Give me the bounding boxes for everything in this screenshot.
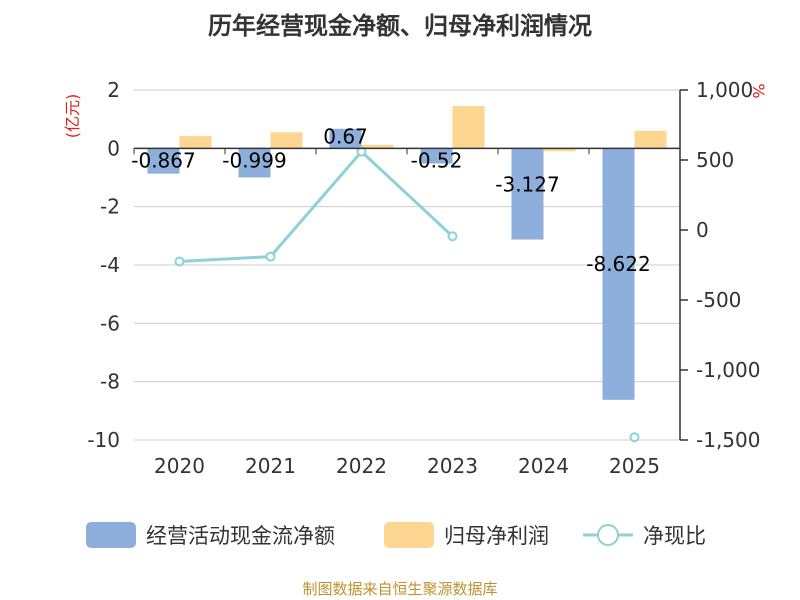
left-tick-label: -4 — [100, 253, 120, 277]
bar-cashflow-2021 — [238, 148, 271, 178]
netcash-ratio-line — [179, 149, 454, 263]
x-tick-label: 2024 — [518, 454, 569, 478]
x-tick-label: 2023 — [427, 454, 478, 478]
bar-netprofit-2020 — [179, 136, 212, 149]
right-axis-unit: % — [749, 83, 768, 98]
left-tick-label: 0 — [107, 136, 120, 160]
data-label-cashflow-2020: -0.867 — [131, 148, 195, 172]
data-label-cashflow-2022: 0.67 — [323, 124, 368, 148]
left-tick-label: 2 — [107, 78, 120, 102]
bar-series — [147, 106, 667, 400]
right-tick-label: 500 — [696, 148, 734, 172]
netcash-ratio-point-2025 — [629, 432, 640, 443]
legend: 经营活动现金流净额 归母净利润 净现比 — [86, 522, 706, 548]
x-tick-label: 2025 — [609, 454, 660, 478]
bar-netprofit-2024 — [543, 148, 576, 152]
bar-cashflow-2023 — [420, 148, 453, 164]
source-footer: 制图数据来自恒生聚源数据库 — [302, 580, 498, 598]
bar-cashflow-2025 — [602, 148, 635, 400]
legend-swatch — [384, 522, 434, 548]
bar-cashflow-2020 — [147, 148, 180, 174]
legend-swatch — [86, 522, 136, 548]
netcash-ratio-point-2021 — [265, 251, 276, 262]
bar-netprofit-2023 — [452, 106, 485, 149]
data-label-cashflow-2025: -8.622 — [586, 252, 650, 276]
legend-label: 净现比 — [643, 524, 706, 548]
legend-item-2: 净现比 — [583, 524, 706, 548]
x-tick-label: 2022 — [336, 454, 387, 478]
bar-netprofit-2025 — [634, 130, 667, 149]
x-tick-label: 2020 — [154, 454, 205, 478]
netcash-ratio-point-2020 — [174, 256, 185, 267]
legend-item-1: 归母净利润 — [384, 522, 549, 548]
line-series — [174, 146, 640, 443]
legend-label: 归母净利润 — [444, 524, 549, 548]
data-label-cashflow-2023: -0.52 — [411, 148, 463, 172]
right-tick-label: -1,500 — [696, 428, 760, 452]
axes: 2 0 -2 -4 -6 -8 -10 1,000 500 0 -500 -1,000 -1,500 20… — [63, 78, 768, 478]
legend-marker — [597, 524, 619, 546]
right-tick-label: 0 — [696, 218, 709, 242]
bar-cashflow-2022 — [329, 128, 362, 149]
data-labels: -0.867 -0.999 0.67 -0.52 -3.127 -8.622 — [131, 124, 650, 275]
x-tick-label: 2021 — [245, 454, 296, 478]
right-tick-label: -500 — [696, 288, 741, 312]
bar-netprofit-2022 — [361, 144, 394, 149]
data-label-cashflow-2021: -0.999 — [222, 148, 286, 172]
left-tick-label: -10 — [87, 428, 120, 452]
right-tick-label: -1,000 — [696, 358, 760, 382]
left-tick-label: -6 — [100, 311, 120, 335]
data-label-cashflow-2024: -3.127 — [495, 173, 559, 197]
bar-cashflow-2024 — [511, 148, 544, 240]
legend-label: 经营活动现金流净额 — [146, 524, 335, 548]
legend-item-0: 经营活动现金流净额 — [86, 522, 335, 548]
chart-title: 历年经营现金净额、归母净利润情况 — [208, 12, 592, 40]
netcash-ratio-point-2023 — [447, 231, 458, 242]
left-tick-label: -8 — [100, 370, 120, 394]
right-tick-label: 1,000 — [696, 78, 753, 102]
bar-netprofit-2021 — [270, 132, 303, 149]
left-tick-label: -2 — [100, 195, 120, 219]
left-axis-unit: (亿元) — [63, 94, 82, 139]
